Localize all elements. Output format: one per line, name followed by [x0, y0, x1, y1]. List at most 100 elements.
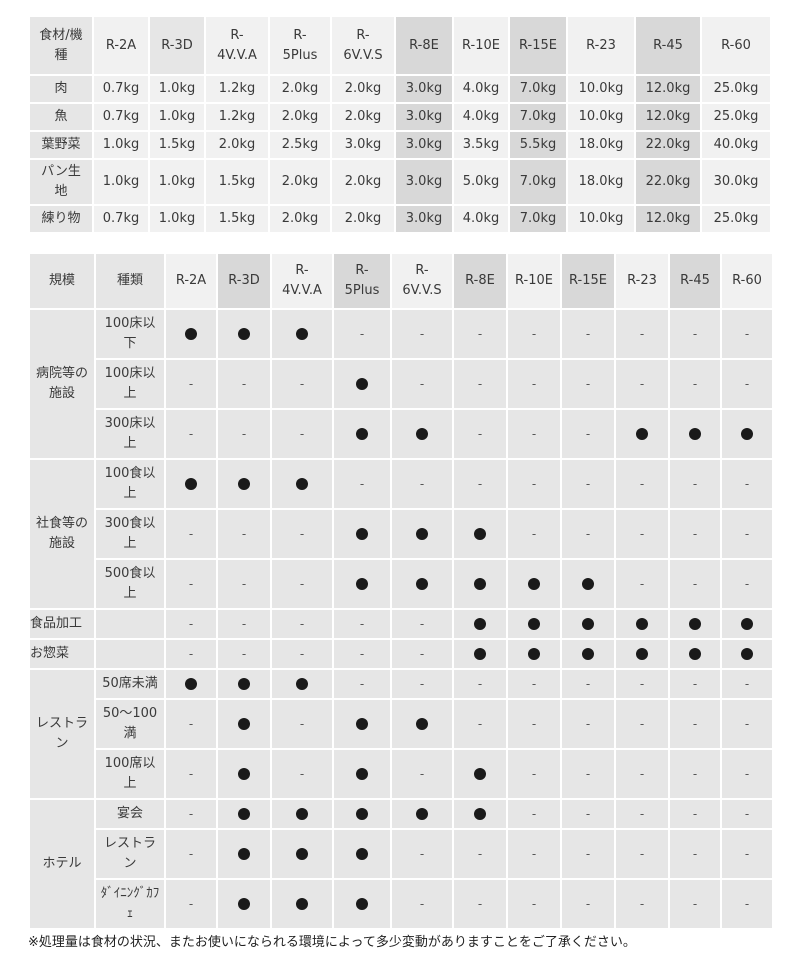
capacity-value-cell: 18.0kg: [568, 160, 634, 204]
mark-cell: [166, 460, 216, 508]
not-recommended-dash: -: [299, 576, 305, 591]
capacity-value-cell: 0.7kg: [94, 104, 148, 130]
mark-cell: [334, 510, 390, 558]
capacity-table: 食材/機種 R-2A R-3D R- 4V.V.A R- 5Plus R- 6V.V.S R-8E…: [28, 15, 772, 234]
capacity-value-cell: 1.0kg: [150, 206, 204, 232]
mark-cell: [508, 610, 560, 638]
not-recommended-dash: -: [531, 476, 537, 491]
mark-cell: [508, 560, 560, 608]
recommended-dot: [238, 807, 250, 820]
mark-cell: -: [454, 410, 506, 458]
mark-cell: -: [166, 610, 216, 638]
not-recommended-dash: -: [585, 896, 591, 911]
capacity-value-cell: 3.0kg: [396, 104, 452, 130]
mark-cell: [616, 410, 668, 458]
capacity-header-cell: R-60: [702, 17, 770, 74]
mark-cell: -: [616, 800, 668, 828]
capacity-row: 練り物 0.7kg 1.0kg 1.5kg 2.0kg 2.0kg 3.0kg 4.0kg 7.…: [30, 206, 770, 232]
mark-cell: -: [562, 750, 614, 798]
recommended-dot: [296, 477, 308, 490]
type-cell: 300床以上: [96, 410, 164, 458]
not-recommended-dash: -: [639, 376, 645, 391]
capacity-value-cell: 2.0kg: [332, 160, 394, 204]
not-recommended-dash: -: [692, 376, 698, 391]
not-recommended-dash: -: [241, 646, 247, 661]
mark-cell: [218, 310, 270, 358]
mark-cell: -: [670, 460, 720, 508]
capacity-value-cell: 1.5kg: [150, 132, 204, 158]
mark-cell: [454, 610, 506, 638]
capacity-value-cell: 2.0kg: [270, 104, 330, 130]
mark-cell: [722, 410, 772, 458]
mark-cell: -: [616, 880, 668, 928]
recommended-dot: [474, 577, 486, 590]
not-recommended-dash: -: [531, 426, 537, 441]
not-recommended-dash: -: [188, 376, 194, 391]
recommended-dot: [356, 427, 368, 440]
capacity-row: 魚 0.7kg 1.0kg 1.2kg 2.0kg 2.0kg 3.0kg 4.0kg 7.0k…: [30, 104, 770, 130]
mark-cell: -: [722, 880, 772, 928]
mark-cell: -: [166, 830, 216, 878]
recommended-dot: [238, 897, 250, 910]
not-recommended-dash: -: [585, 376, 591, 391]
mark-cell: -: [166, 700, 216, 748]
recommended-dot: [238, 847, 250, 860]
recommended-dot: [356, 767, 368, 780]
type-cell: レストラン: [96, 830, 164, 878]
mark-cell: -: [454, 700, 506, 748]
recommend-row: お惣菜 - - - - -: [30, 640, 772, 668]
mark-cell: [272, 670, 332, 698]
mark-cell: [508, 640, 560, 668]
capacity-value-cell: 3.0kg: [332, 132, 394, 158]
capacity-header-cell: 食材/機種: [30, 17, 92, 74]
not-recommended-dash: -: [477, 426, 483, 441]
mark-cell: -: [272, 360, 332, 408]
mark-cell: [454, 640, 506, 668]
recommend-header-cell: R-60: [722, 254, 772, 308]
capacity-header-cell: R-10E: [454, 17, 508, 74]
recommended-dot: [741, 427, 753, 440]
capacity-value-cell: 1.0kg: [150, 160, 204, 204]
recommended-dot: [185, 677, 197, 690]
recommended-dot: [528, 617, 540, 630]
capacity-value-cell: 2.0kg: [270, 160, 330, 204]
mark-cell: -: [508, 830, 560, 878]
capacity-row-label: 練り物: [30, 206, 92, 232]
capacity-value-cell: 1.5kg: [206, 160, 268, 204]
recommended-dot: [356, 577, 368, 590]
not-recommended-dash: -: [188, 526, 194, 541]
mark-cell: -: [722, 800, 772, 828]
mark-cell: -: [562, 360, 614, 408]
recommend-header-cell: 規模: [30, 254, 94, 308]
recommend-row: レストラン - - - - - - - -: [30, 830, 772, 878]
mark-cell: -: [562, 410, 614, 458]
not-recommended-dash: -: [744, 806, 750, 821]
recommended-dot: [474, 807, 486, 820]
mark-cell: -: [392, 830, 452, 878]
scale-cell: 社食等の 施設: [30, 460, 94, 608]
mark-cell: -: [670, 800, 720, 828]
scale-cell: ホテル: [30, 800, 94, 928]
recommended-dot: [636, 617, 648, 630]
mark-cell: -: [616, 460, 668, 508]
not-recommended-dash: -: [585, 426, 591, 441]
mark-cell: -: [670, 560, 720, 608]
recommended-dot: [741, 617, 753, 630]
recommended-dot: [238, 327, 250, 340]
recommended-dot: [296, 897, 308, 910]
mark-cell: [272, 830, 332, 878]
not-recommended-dash: -: [585, 716, 591, 731]
mark-cell: -: [454, 670, 506, 698]
capacity-value-cell: 22.0kg: [636, 132, 700, 158]
mark-cell: [454, 560, 506, 608]
mark-cell: [218, 880, 270, 928]
type-cell: 50席未満: [96, 670, 164, 698]
recommend-header-cell: R-45: [670, 254, 720, 308]
mark-cell: [392, 510, 452, 558]
recommend-row: 500食以上 - - - - - -: [30, 560, 772, 608]
mark-cell: -: [722, 750, 772, 798]
capacity-header-cell: R-45: [636, 17, 700, 74]
recommended-dot: [238, 677, 250, 690]
type-cell: [96, 610, 164, 638]
capacity-header-cell: R- 4V.V.A: [206, 17, 268, 74]
